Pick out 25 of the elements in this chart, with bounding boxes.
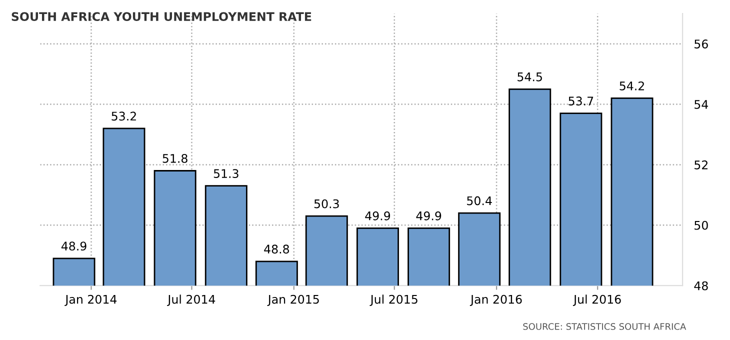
data-label: 53.2 — [112, 112, 136, 121]
chart-title: SOUTH AFRICA YOUTH UNEMPLOYMENT RATE — [12, 12, 312, 22]
data-label: 50.4 — [467, 196, 492, 206]
data-label: 50.3 — [314, 199, 339, 208]
data-label: 51.3 — [214, 169, 238, 178]
x-tick-label: Jan 2014 — [64, 294, 117, 306]
data-label: 54.5 — [518, 72, 542, 82]
data-label: 51.8 — [162, 154, 188, 163]
x-tick-label: Jul 2014 — [167, 294, 216, 306]
data-label: 49.9 — [365, 211, 390, 220]
y-tick-label: 48 — [694, 281, 708, 290]
x-tick-label: Jul 2015 — [370, 294, 418, 306]
x-tick-label: Jul 2016 — [572, 294, 621, 306]
y-tick-label: 50 — [694, 220, 708, 230]
y-tick-label: 56 — [694, 40, 708, 48]
y-tick-label: 54 — [694, 100, 708, 109]
data-label: 48.9 — [61, 242, 86, 251]
data-label: 48.8 — [264, 244, 290, 254]
source-note: SOURCE: STATISTICS SOUTH AFRICA — [523, 323, 686, 330]
y-tick-label: 52 — [694, 160, 708, 170]
data-label: 49.9 — [416, 211, 442, 220]
x-tick-label: Jan 2016 — [470, 294, 522, 306]
x-tick-label: Jan 2015 — [267, 294, 319, 306]
data-label: 53.7 — [568, 96, 594, 106]
data-label: 54.2 — [620, 81, 644, 90]
